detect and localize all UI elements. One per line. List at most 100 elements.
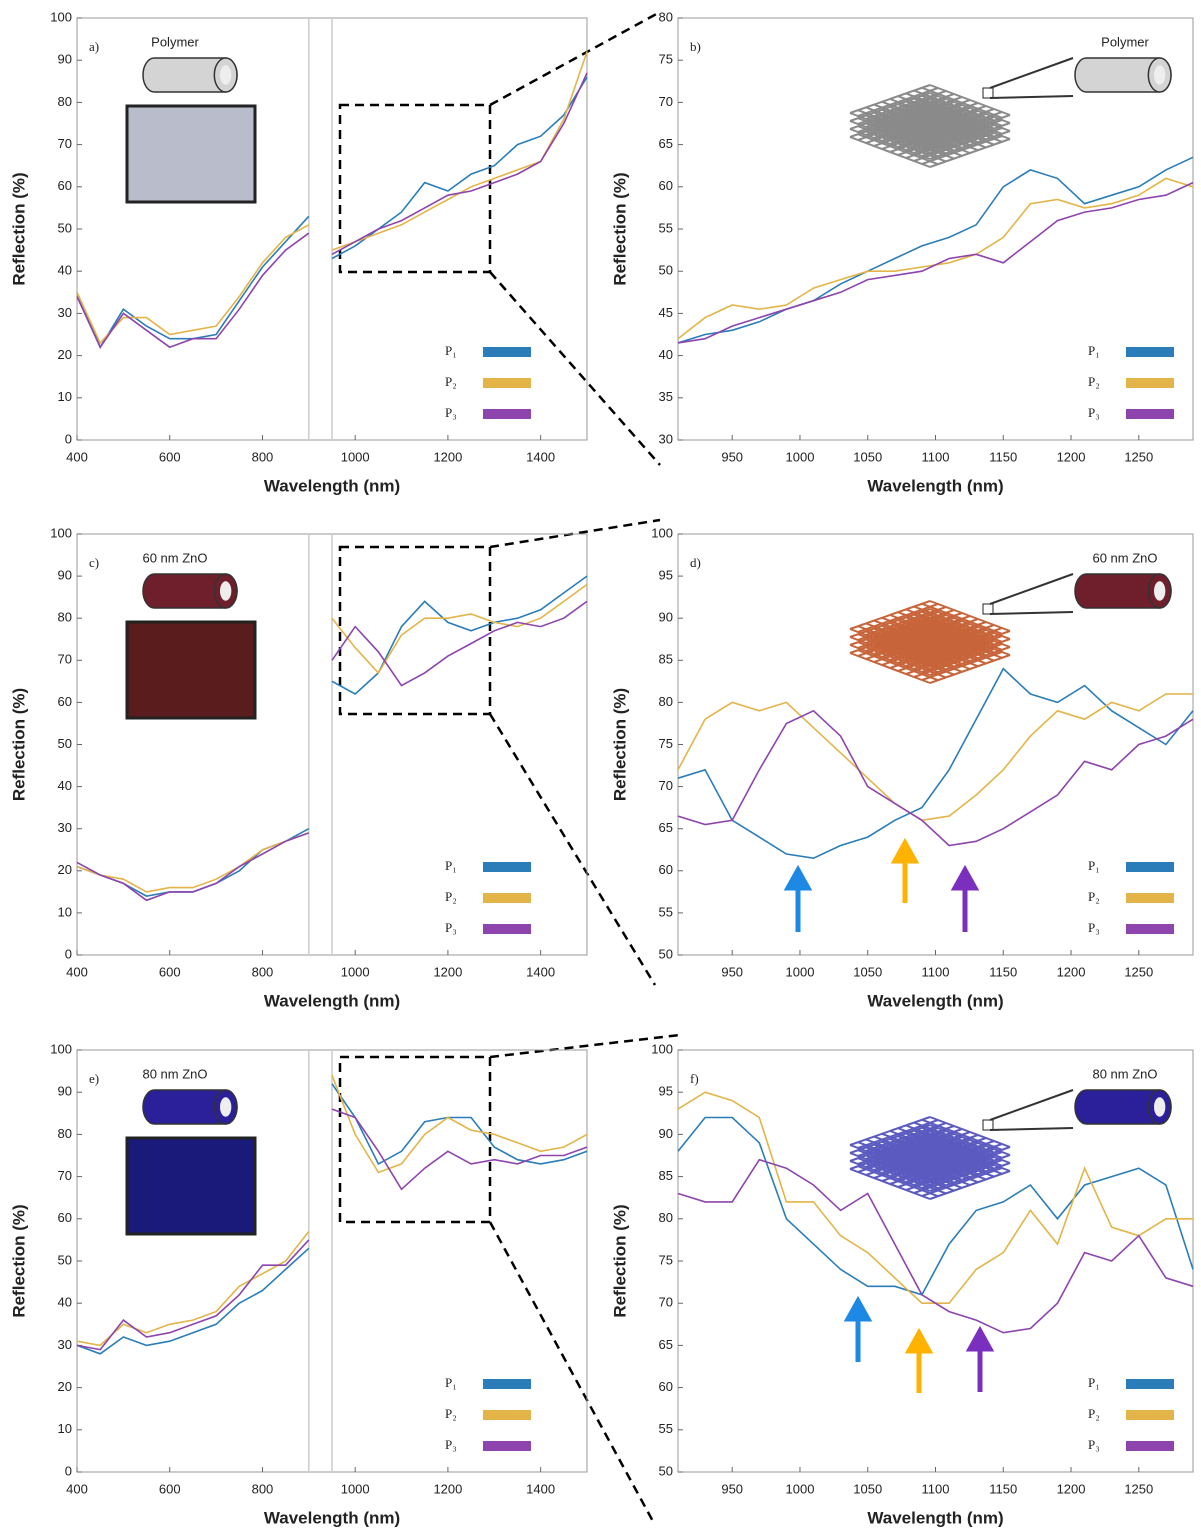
y-tick-label: 60 bbox=[58, 178, 72, 193]
y-tick-label: 70 bbox=[659, 94, 673, 109]
x-axis-label: Wavelength (nm) bbox=[867, 1508, 1003, 1527]
legend-swatch bbox=[1126, 409, 1174, 419]
x-tick-label: 950 bbox=[721, 964, 743, 979]
y-tick-label: 100 bbox=[651, 525, 673, 540]
series-line bbox=[678, 178, 1193, 338]
y-tick-label: 100 bbox=[50, 1041, 72, 1056]
x-tick-label: 1200 bbox=[1057, 964, 1086, 979]
y-tick-label: 65 bbox=[659, 1337, 673, 1352]
legend-label: P₃ bbox=[445, 920, 457, 935]
x-tick-label: 1200 bbox=[433, 964, 462, 979]
x-tick-label: 400 bbox=[66, 964, 88, 979]
panel-label: b) bbox=[690, 39, 701, 54]
y-tick-label: 40 bbox=[58, 778, 72, 793]
y-tick-label: 60 bbox=[659, 1379, 673, 1394]
y-tick-label: 20 bbox=[58, 862, 72, 877]
y-tick-label: 70 bbox=[58, 1168, 72, 1183]
legend-swatch bbox=[483, 409, 531, 419]
x-tick-label: 1200 bbox=[433, 1481, 462, 1496]
y-tick-label: 10 bbox=[58, 389, 72, 404]
x-tick-label: 1250 bbox=[1124, 964, 1153, 979]
y-tick-label: 10 bbox=[58, 904, 72, 919]
y-tick-label: 30 bbox=[58, 1337, 72, 1352]
x-axis-label: Wavelength (nm) bbox=[264, 1508, 400, 1527]
y-tick-label: 20 bbox=[58, 1379, 72, 1394]
series-line bbox=[678, 157, 1193, 343]
x-tick-label: 1000 bbox=[786, 449, 815, 464]
y-tick-label: 50 bbox=[58, 1252, 72, 1267]
inset-label: 80 nm ZnO bbox=[142, 1066, 207, 1081]
legend-swatch bbox=[483, 924, 531, 934]
y-tick-label: 50 bbox=[659, 1463, 673, 1478]
x-tick-label: 1400 bbox=[526, 1481, 555, 1496]
legend-label: P₁ bbox=[445, 858, 457, 873]
legend-label: P₃ bbox=[445, 405, 457, 420]
panel-label: d) bbox=[690, 555, 701, 570]
y-axis-label: Reflection (%) bbox=[610, 172, 629, 285]
legend-label: P₁ bbox=[1088, 343, 1100, 358]
inset-pointer bbox=[990, 574, 1073, 604]
x-tick-label: 1150 bbox=[989, 1481, 1017, 1496]
figure: 4006008001000120014000102030405060708090… bbox=[0, 0, 1201, 1533]
x-tick-label: 1050 bbox=[853, 1481, 882, 1496]
y-tick-label: 90 bbox=[58, 52, 72, 67]
y-tick-label: 50 bbox=[659, 263, 673, 278]
y-axis-label: Reflection (%) bbox=[9, 172, 28, 285]
x-tick-label: 1200 bbox=[433, 449, 462, 464]
x-tick-label: 600 bbox=[159, 449, 181, 464]
x-tick-label: 1050 bbox=[853, 449, 882, 464]
x-tick-label: 1200 bbox=[1057, 1481, 1086, 1496]
y-axis-label: Reflection (%) bbox=[610, 1204, 629, 1317]
legend-label: P₂ bbox=[1088, 889, 1100, 904]
inset-zoom-square bbox=[983, 88, 993, 98]
legend-label: P₂ bbox=[445, 1406, 457, 1421]
y-tick-label: 80 bbox=[659, 694, 673, 709]
y-tick-label: 70 bbox=[58, 652, 72, 667]
x-tick-label: 1250 bbox=[1124, 1481, 1153, 1496]
zoom-box bbox=[340, 1057, 490, 1222]
legend-swatch bbox=[1126, 347, 1174, 357]
legend-swatch bbox=[483, 1441, 531, 1451]
x-tick-label: 800 bbox=[252, 1481, 274, 1496]
x-tick-label: 1000 bbox=[341, 449, 370, 464]
inset-mesh bbox=[850, 85, 1010, 167]
legend-swatch bbox=[1126, 378, 1174, 388]
y-tick-label: 50 bbox=[58, 736, 72, 751]
inset-label: Polymer bbox=[1101, 34, 1149, 49]
inset-zoom-square bbox=[983, 1120, 993, 1130]
arrows bbox=[788, 843, 990, 1393]
inset-label: 60 nm ZnO bbox=[142, 550, 207, 565]
x-tick-label: 1400 bbox=[526, 964, 555, 979]
panel-label: f) bbox=[690, 1071, 699, 1086]
x-tick-label: 600 bbox=[159, 1481, 181, 1496]
zoom-line bbox=[490, 1222, 655, 1525]
legend-label: P₁ bbox=[445, 1375, 457, 1390]
inset-pointer bbox=[990, 1128, 1073, 1130]
y-tick-label: 30 bbox=[659, 431, 673, 446]
legend-swatch bbox=[1126, 1441, 1174, 1451]
x-tick-label: 1400 bbox=[526, 449, 555, 464]
y-tick-label: 90 bbox=[659, 1126, 673, 1141]
y-tick-label: 10 bbox=[58, 1421, 72, 1436]
x-axis-label: Wavelength (nm) bbox=[264, 991, 400, 1010]
series-line bbox=[678, 711, 1193, 846]
y-tick-label: 50 bbox=[659, 946, 673, 961]
zoom-box bbox=[340, 547, 490, 714]
inset-cylinder-hole bbox=[1154, 1097, 1165, 1116]
legend-label: P₃ bbox=[1088, 405, 1100, 420]
y-tick-label: 70 bbox=[58, 136, 72, 151]
y-tick-label: 90 bbox=[58, 568, 72, 583]
inset-cylinder-hole bbox=[220, 1097, 231, 1116]
legend-label: P₁ bbox=[1088, 1375, 1100, 1390]
zoom-line bbox=[490, 12, 660, 105]
legend-label: P₃ bbox=[1088, 920, 1100, 935]
y-tick-label: 90 bbox=[659, 610, 673, 625]
y-tick-label: 65 bbox=[659, 820, 673, 835]
panel-label: e) bbox=[89, 1071, 99, 1086]
x-tick-label: 950 bbox=[721, 1481, 743, 1496]
inset-label: 80 nm ZnO bbox=[1092, 1066, 1157, 1081]
y-tick-label: 70 bbox=[659, 778, 673, 793]
y-tick-label: 85 bbox=[659, 1168, 673, 1183]
legend-label: P₁ bbox=[445, 343, 457, 358]
y-tick-label: 50 bbox=[58, 220, 72, 235]
